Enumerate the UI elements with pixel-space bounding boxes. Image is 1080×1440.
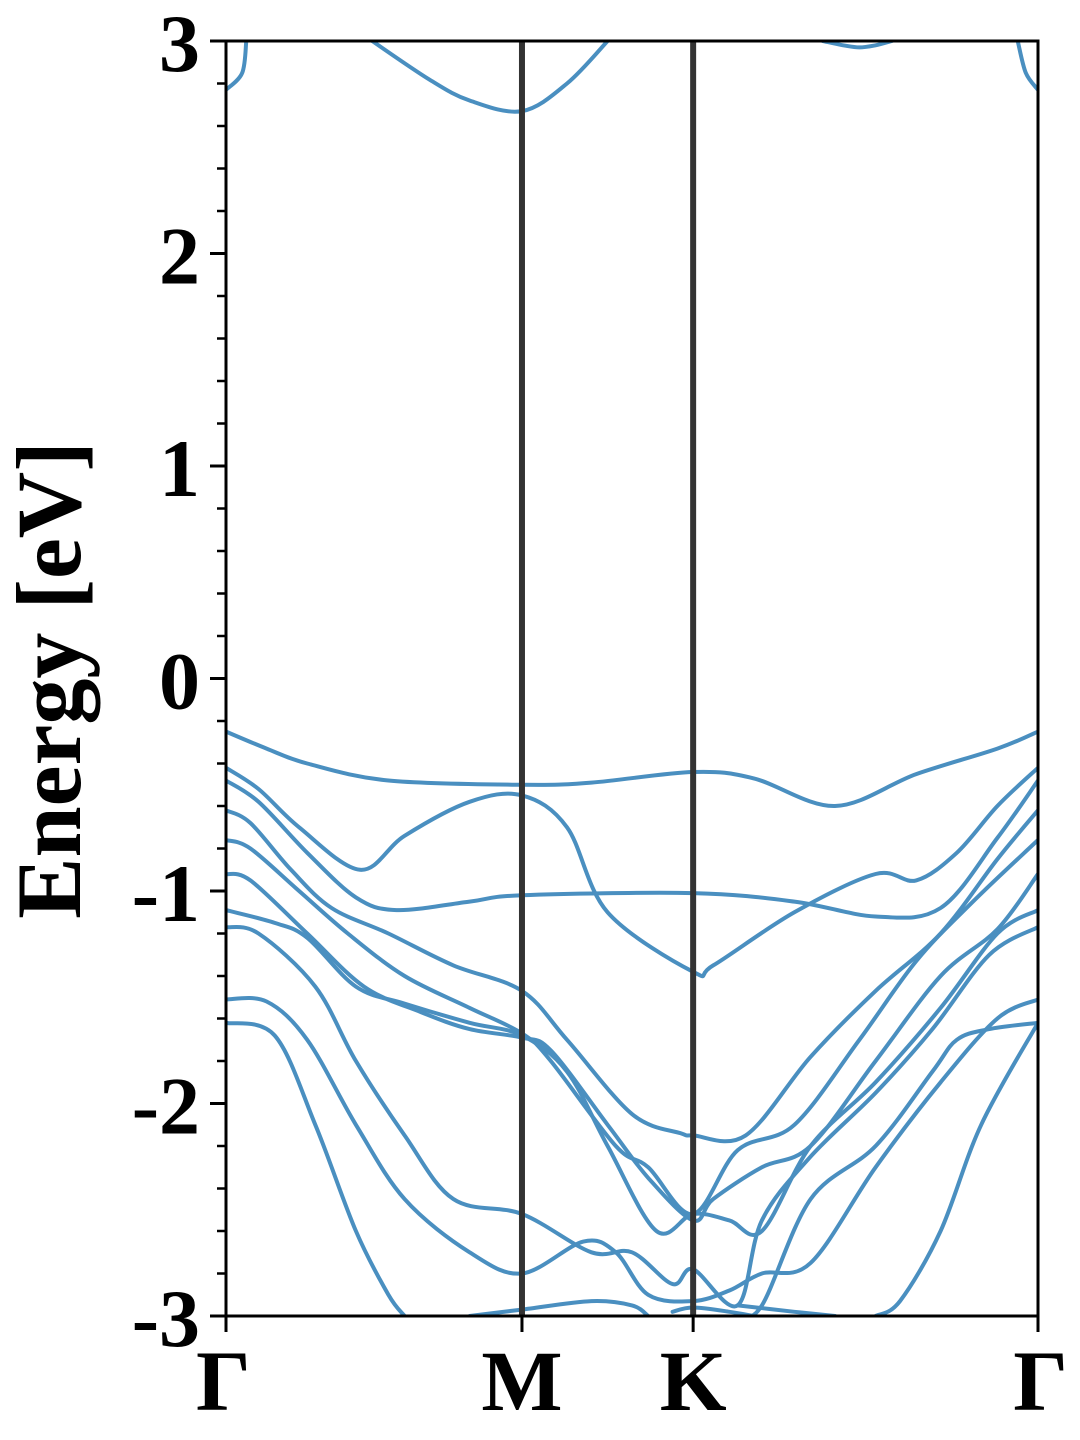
y-axis-label: Energy [eV] xyxy=(0,441,100,919)
band-line-18 xyxy=(820,41,894,50)
x-tick-label-3: K xyxy=(660,1333,727,1429)
y-tick-label: -1 xyxy=(132,848,200,939)
x-tick-label-1: Γ xyxy=(196,1333,251,1429)
plot-frame xyxy=(224,39,1040,1318)
y-tick-label: -3 xyxy=(132,1273,200,1364)
band-line-4 xyxy=(226,808,1038,1144)
band-line-17 xyxy=(370,41,610,114)
y-tick-label: 2 xyxy=(159,211,200,302)
band-line-10 xyxy=(226,1020,407,1316)
band-line-13 xyxy=(735,1020,1038,1316)
y-tick-label: 3 xyxy=(159,0,200,89)
band-line-3 xyxy=(226,778,1038,920)
high-symmetry-lines xyxy=(518,41,697,1316)
band-line-8 xyxy=(226,924,1038,1309)
y-tick-label: 1 xyxy=(159,423,200,514)
band-line-15 xyxy=(873,1020,1038,1316)
band-line-9 xyxy=(226,995,1038,1304)
band-line-5 xyxy=(226,838,1038,1216)
x-tick-label-4: Γ xyxy=(1013,1333,1068,1429)
band-line-19 xyxy=(1015,41,1038,92)
bands-layer xyxy=(226,41,1038,1316)
band-line-2 xyxy=(226,765,1038,979)
band-line-12 xyxy=(670,1305,756,1316)
band-line-11 xyxy=(467,1298,651,1316)
y-tick-label: 0 xyxy=(159,636,200,727)
y-axis-ticks: -3 -2 -1 0 1 2 3 xyxy=(132,0,226,1364)
band-line-6 xyxy=(226,871,1038,1223)
band-line-16 xyxy=(226,41,249,92)
y-tick-label: -2 xyxy=(132,1061,200,1152)
x-tick-label-2: M xyxy=(481,1333,562,1429)
band-line-1 xyxy=(226,729,1038,809)
band-line-7 xyxy=(226,908,1038,1237)
